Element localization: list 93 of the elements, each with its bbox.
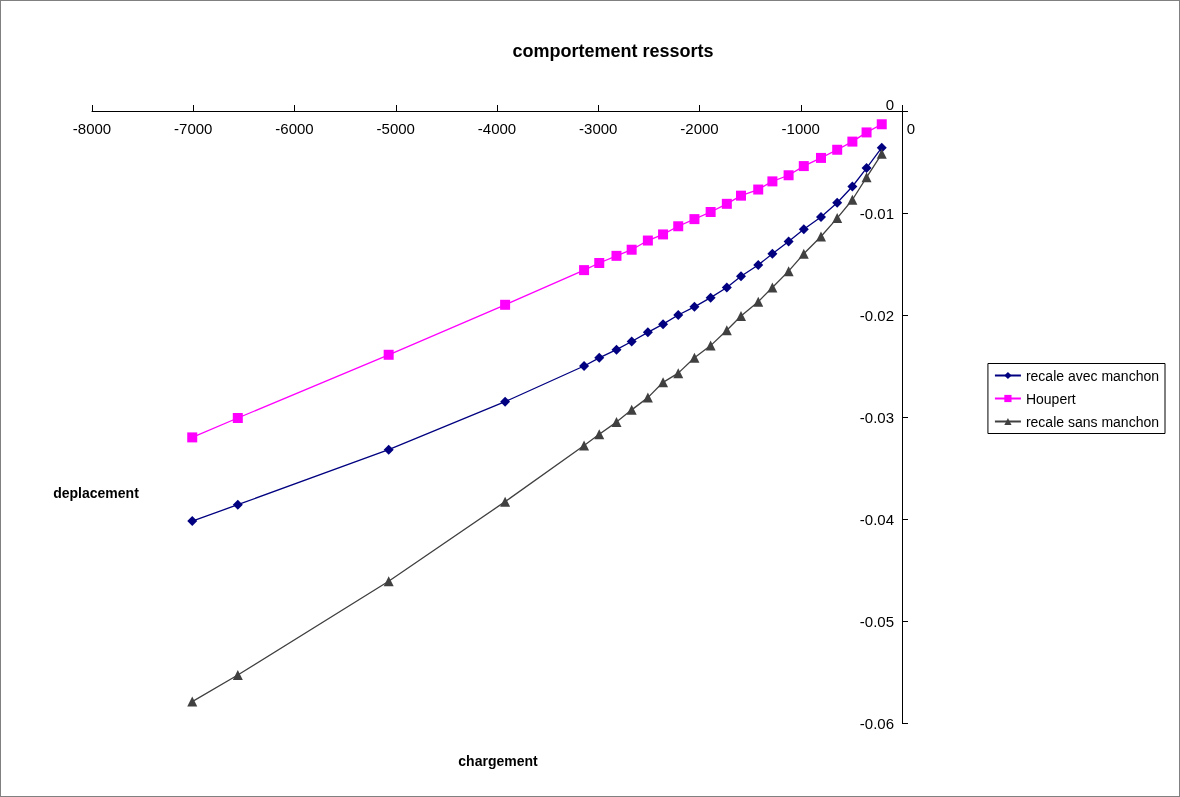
point xyxy=(689,301,700,312)
point xyxy=(876,148,887,159)
x-tick-label: -6000 xyxy=(275,120,314,137)
point xyxy=(658,229,669,240)
point xyxy=(816,231,826,242)
point xyxy=(767,282,778,293)
point xyxy=(658,319,669,330)
point xyxy=(689,352,700,363)
point xyxy=(594,352,605,363)
y-tick-label: -0.05 xyxy=(859,612,894,630)
point xyxy=(642,327,653,338)
point xyxy=(626,404,637,415)
point xyxy=(187,516,198,527)
point xyxy=(642,235,653,246)
x-tick-label: -8000 xyxy=(72,120,112,137)
point xyxy=(798,224,809,235)
point xyxy=(579,265,590,276)
point xyxy=(673,221,684,232)
y-tick-label: -0.06 xyxy=(859,714,894,732)
point xyxy=(721,198,732,209)
x-tick-label: -4000 xyxy=(477,120,517,137)
point xyxy=(626,336,637,347)
point xyxy=(383,576,394,587)
point xyxy=(861,172,872,183)
point xyxy=(611,250,622,261)
point xyxy=(798,248,809,259)
point xyxy=(783,236,794,247)
y-axis-title: deplacement xyxy=(53,485,140,501)
point xyxy=(832,197,843,208)
legend-label: recale avec manchon xyxy=(1025,367,1159,384)
legend-label: Houpert xyxy=(1025,390,1076,407)
point xyxy=(579,440,590,451)
point xyxy=(861,127,872,138)
point xyxy=(232,499,243,510)
point xyxy=(232,670,243,681)
x-tick-label: -1000 xyxy=(781,120,820,137)
y-tick-label: -0.04 xyxy=(859,510,894,528)
point xyxy=(383,444,394,455)
point xyxy=(861,163,872,174)
x-tick-label: 0 xyxy=(906,120,916,137)
point xyxy=(783,170,794,181)
x-tick-label: -3000 xyxy=(579,120,618,137)
point xyxy=(736,271,747,282)
point xyxy=(753,260,764,271)
point xyxy=(642,392,653,403)
point xyxy=(798,161,809,172)
point xyxy=(187,696,198,707)
point xyxy=(658,377,669,388)
point xyxy=(753,296,764,307)
point xyxy=(832,144,843,155)
y-tick-label: -0.01 xyxy=(859,204,894,222)
point xyxy=(736,190,747,201)
x-tick-label: -5000 xyxy=(376,120,415,137)
point xyxy=(816,212,826,223)
point xyxy=(847,194,858,205)
point xyxy=(673,310,684,320)
point xyxy=(767,176,778,187)
point xyxy=(626,244,637,255)
point xyxy=(500,396,511,407)
x-tick-label: -2000 xyxy=(680,120,719,137)
legend-label: recale sans manchon xyxy=(1025,413,1159,430)
point xyxy=(767,248,778,259)
point xyxy=(383,349,394,360)
point xyxy=(232,413,243,424)
point xyxy=(721,325,732,336)
y-tick-label: -0.02 xyxy=(859,306,894,324)
point xyxy=(832,213,843,224)
point xyxy=(500,496,511,507)
point xyxy=(705,206,716,217)
x-tick-label: -7000 xyxy=(174,120,213,137)
point xyxy=(783,266,794,277)
x-axis-title: chargement xyxy=(458,753,539,769)
point xyxy=(594,257,605,268)
point xyxy=(721,282,732,293)
point xyxy=(673,368,684,379)
point xyxy=(611,344,622,355)
point xyxy=(736,311,747,322)
point xyxy=(594,429,605,440)
point xyxy=(753,184,764,195)
point xyxy=(187,432,198,443)
y-tick-label: -0.03 xyxy=(859,408,894,426)
point xyxy=(705,292,716,303)
point xyxy=(847,136,858,147)
point xyxy=(847,181,858,192)
point xyxy=(689,214,700,225)
point xyxy=(705,340,716,351)
point xyxy=(611,417,622,428)
point xyxy=(876,119,887,130)
point xyxy=(816,152,826,163)
y-tick-label: 0 xyxy=(885,95,894,113)
point xyxy=(500,299,511,310)
point xyxy=(579,361,590,371)
chart-title: comportement ressorts xyxy=(512,41,714,61)
